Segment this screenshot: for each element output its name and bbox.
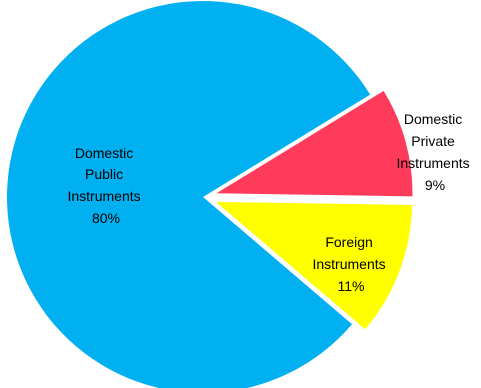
slice-label-line: Domestic [404,111,462,127]
pie-slice-domestic-private [216,90,413,197]
pie-slices [7,1,413,388]
slice-label-line: Private [411,133,455,149]
slice-label-line: Instruments [312,256,385,272]
pie-slice-foreign [216,201,413,330]
slice-label-line: Instruments [396,155,469,171]
slice-label-value: 9% [425,177,445,193]
pie-slice-domestic-public [7,1,371,388]
slice-label-value: 11% [338,278,365,294]
slice-label-domestic-private: Domestic Private Instruments 9% [396,111,473,193]
slice-label-foreign: Foreign Instruments 11% [312,234,389,294]
slice-label-line: Instruments [67,188,140,204]
slice-label-line: Public [85,166,123,182]
slice-label-domestic-public: Domestic Public Instruments 80% [67,145,144,226]
slice-label-line: Foreign [325,234,372,250]
slice-label-line: Domestic [75,145,133,161]
slice-label-value: 80% [92,210,120,226]
